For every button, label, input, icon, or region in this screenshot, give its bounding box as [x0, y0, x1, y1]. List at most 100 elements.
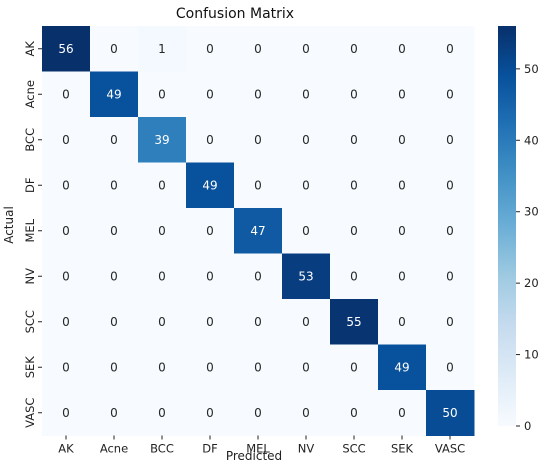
- cell-value-label: 0: [158, 87, 166, 101]
- heatmap-cell: [426, 71, 475, 118]
- x-axis-ticks: AK Acne BCC DF MEL NV SCC SEK VASC: [58, 435, 465, 456]
- heatmap-cell: [426, 253, 475, 300]
- cell-value-label: 1: [158, 42, 166, 56]
- heatmap-cell: [282, 117, 331, 163]
- cell-value-label: 0: [350, 224, 358, 238]
- heatmap-cell: [330, 253, 379, 300]
- y-tick-label: MEL: [23, 218, 37, 242]
- cell-value-label: 0: [254, 315, 262, 329]
- heatmap-cell: [186, 117, 235, 163]
- cell-value-label: 0: [446, 224, 454, 238]
- heatmap-cell: [234, 390, 283, 436]
- heatmap-cell: [330, 162, 379, 209]
- cell-value-label: 0: [206, 315, 214, 329]
- heatmap-cell: [330, 117, 379, 163]
- cell-value-label: 56: [58, 42, 73, 56]
- heatmap-cell: [186, 344, 235, 391]
- heatmap-cell: [282, 253, 331, 300]
- cell-value-label: 0: [206, 224, 214, 238]
- y-tick-label: SCC: [23, 310, 37, 333]
- cell-value-label: 47: [250, 224, 265, 238]
- cell-value-label: 0: [110, 178, 118, 192]
- heatmap-cell: [282, 390, 331, 436]
- cell-value-label: 0: [62, 360, 70, 374]
- heatmap-cell: [282, 208, 331, 254]
- heatmap-cell: [234, 299, 283, 345]
- y-tick-label: NV: [23, 268, 37, 285]
- heatmap-cell: [426, 26, 475, 72]
- heatmap-cell: [138, 117, 187, 163]
- heatmap-cell: [234, 344, 283, 391]
- heatmap-cell: [426, 299, 475, 345]
- heatmap-cell: [234, 253, 283, 300]
- cell-value-label: 0: [62, 315, 70, 329]
- y-tick-label: DF: [23, 178, 37, 193]
- cell-value-label: 0: [110, 133, 118, 147]
- heatmap-cell: [330, 299, 379, 345]
- cell-value-label: 0: [398, 224, 406, 238]
- cell-value-label: 49: [202, 178, 217, 192]
- heatmap-cell: [90, 344, 139, 391]
- cell-value-label: 0: [350, 178, 358, 192]
- cell-value-label: 0: [398, 269, 406, 283]
- cell-value-label: 0: [62, 87, 70, 101]
- cell-value-label: 0: [206, 269, 214, 283]
- heatmap-cell: [186, 299, 235, 345]
- heatmap-cell: [234, 208, 283, 254]
- heatmap-cell: [378, 117, 427, 163]
- cell-value-label: 0: [158, 360, 166, 374]
- heatmap-cell: [426, 162, 475, 209]
- heatmap-cell: [90, 71, 139, 118]
- colorbar: 0 10 20 30 40 50: [498, 26, 539, 433]
- heatmap-cell: [90, 208, 139, 254]
- cell-value-label: 0: [110, 269, 118, 283]
- x-tick-label: SCC: [342, 442, 365, 456]
- heatmap-cell: [90, 253, 139, 300]
- heatmap-cell: [330, 390, 379, 436]
- heatmap-cell: [234, 26, 283, 72]
- cell-value-label: 0: [206, 360, 214, 374]
- cell-value-label: 0: [254, 269, 262, 283]
- heatmap-cell: [234, 117, 283, 163]
- y-tick-label: Acne: [23, 80, 37, 108]
- cell-value-label: 0: [254, 133, 262, 147]
- heatmap-cell: [378, 71, 427, 118]
- heatmap-cell: [42, 208, 91, 254]
- cell-value-label: 53: [298, 269, 313, 283]
- heatmap-cell: [42, 117, 91, 163]
- y-axis-label: Actual: [2, 206, 16, 244]
- cell-value-label: 0: [302, 42, 310, 56]
- cell-value-label: 0: [254, 406, 262, 420]
- cell-value-label: 0: [350, 42, 358, 56]
- cell-value-label: 0: [110, 315, 118, 329]
- heatmap-cell: [42, 162, 91, 209]
- cell-value-label: 0: [254, 178, 262, 192]
- heatmap-cell: [42, 26, 91, 72]
- heatmap-cell: [378, 299, 427, 345]
- colorbar-tick-label: 50: [524, 62, 539, 76]
- x-tick-label: AK: [58, 442, 74, 456]
- heatmap-cell: [186, 26, 235, 72]
- y-tick-label: BCC: [23, 128, 37, 152]
- heatmap-cell: [282, 71, 331, 118]
- cell-value-label: 0: [110, 406, 118, 420]
- cell-value-label: 0: [62, 269, 70, 283]
- cell-value-label: 0: [398, 42, 406, 56]
- cell-value-label: 0: [302, 133, 310, 147]
- heatmap-cell: [42, 253, 91, 300]
- heatmap-cell: [378, 162, 427, 209]
- heatmap-cell: [138, 208, 187, 254]
- heatmap-cell: [90, 162, 139, 209]
- heatmap-cells: 56 0 1 0 0 0 0 0 0 0 49 0 0 0 0 0 0 0 0 0 39 0 0 0 0 0 0 0 0 0 49 0 0 0 0 0…: [42, 26, 475, 436]
- colorbar-tick-label: 20: [524, 276, 539, 290]
- heatmap-cell: [426, 390, 475, 436]
- heatmap-cell: [378, 390, 427, 436]
- cell-value-label: 0: [446, 360, 454, 374]
- colorbar-tick-label: 30: [524, 205, 539, 219]
- heatmap-cell: [282, 26, 331, 72]
- heatmap-cell: [138, 299, 187, 345]
- heatmap-cell: [282, 162, 331, 209]
- y-axis-ticks: AK Acne BCC DF MEL NV SCC SEK VASC: [23, 41, 42, 428]
- heatmap-cell: [138, 71, 187, 118]
